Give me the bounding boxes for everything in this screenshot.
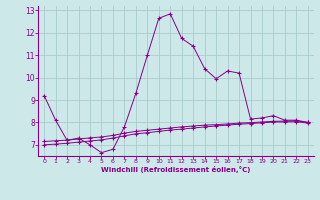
X-axis label: Windchill (Refroidissement éolien,°C): Windchill (Refroidissement éolien,°C) — [101, 166, 251, 173]
